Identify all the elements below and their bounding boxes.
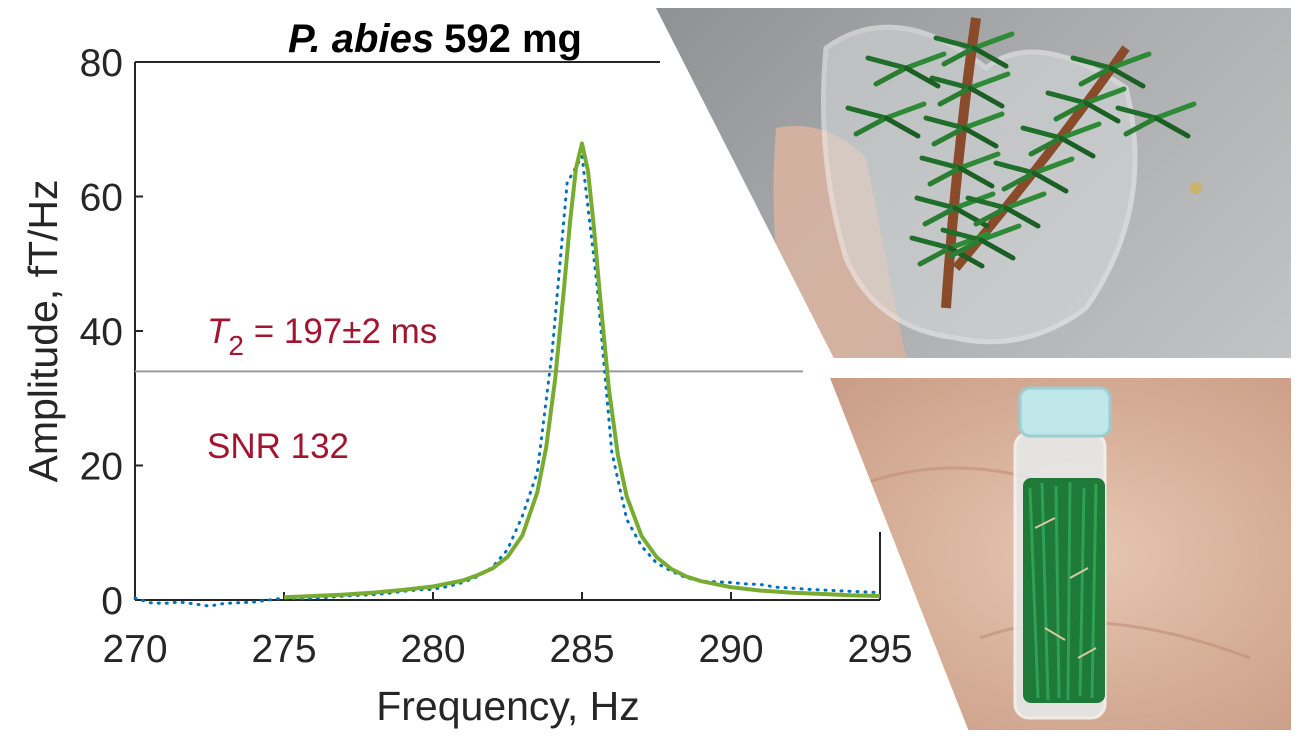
tick-labels: 270 275 280 285 290 295 0 20 40 60 80 bbox=[80, 42, 913, 671]
y-tick-label: 80 bbox=[80, 42, 123, 85]
snr-annotation: SNR 132 bbox=[207, 427, 349, 466]
measured-data-series bbox=[133, 151, 882, 608]
x-axis-title: Frequency, Hz bbox=[376, 683, 640, 729]
x-tick-label: 275 bbox=[251, 628, 316, 671]
x-tick-label: 290 bbox=[698, 628, 763, 671]
y-tick-label: 60 bbox=[80, 177, 123, 220]
x-tick-label: 270 bbox=[102, 628, 167, 671]
chart-title-italic: P. abies bbox=[288, 17, 434, 61]
chart-title: P. abies 592 mg bbox=[288, 17, 582, 61]
y-tick-label: 40 bbox=[80, 311, 123, 354]
y-axis-title: Amplitude, fT/Hz bbox=[20, 179, 66, 482]
chart-title-rest: 592 mg bbox=[444, 17, 582, 61]
x-tick-label: 280 bbox=[400, 628, 465, 671]
y-tick-label: 20 bbox=[80, 446, 123, 489]
t2-annotation: T2 = 197±2 ms bbox=[207, 312, 437, 361]
fit-series bbox=[283, 141, 881, 600]
t2-subscript: 2 bbox=[228, 330, 244, 361]
y-tick-label: 0 bbox=[101, 580, 123, 623]
x-tick-label: 285 bbox=[549, 628, 614, 671]
t2-symbol: T bbox=[207, 312, 231, 351]
x-tick-label: 295 bbox=[847, 628, 912, 671]
series-layer bbox=[133, 141, 882, 608]
t2-value: = 197±2 ms bbox=[244, 312, 437, 351]
